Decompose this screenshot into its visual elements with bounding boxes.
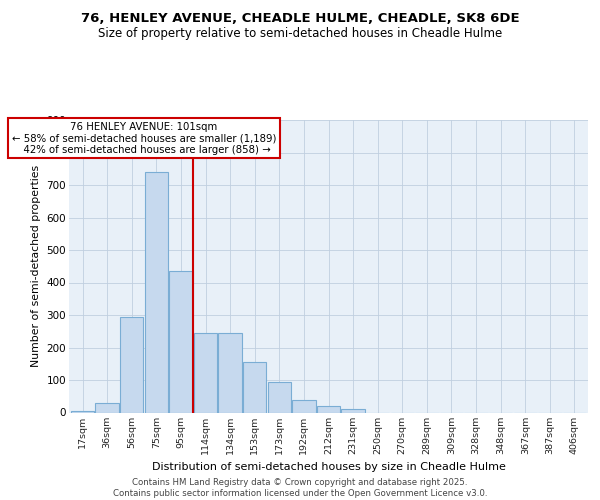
Bar <box>145 172 168 412</box>
Bar <box>218 333 242 412</box>
Bar <box>194 333 217 412</box>
Text: Contains HM Land Registry data © Crown copyright and database right 2025.
Contai: Contains HM Land Registry data © Crown c… <box>113 478 487 498</box>
Bar <box>292 400 316 412</box>
Text: 76 HENLEY AVENUE: 101sqm
← 58% of semi-detached houses are smaller (1,189)
  42%: 76 HENLEY AVENUE: 101sqm ← 58% of semi-d… <box>12 122 276 155</box>
Bar <box>341 409 365 412</box>
Bar <box>317 406 340 412</box>
Bar <box>120 316 143 412</box>
X-axis label: Distribution of semi-detached houses by size in Cheadle Hulme: Distribution of semi-detached houses by … <box>152 462 505 472</box>
Y-axis label: Number of semi-detached properties: Number of semi-detached properties <box>31 165 41 368</box>
Bar <box>71 411 94 412</box>
Bar <box>268 382 291 412</box>
Bar <box>169 271 193 412</box>
Text: 76 HENLEY AVENUE: 101sqm: 76 HENLEY AVENUE: 101sqm <box>11 122 179 132</box>
Text: 76, HENLEY AVENUE, CHEADLE HULME, CHEADLE, SK8 6DE: 76, HENLEY AVENUE, CHEADLE HULME, CHEADL… <box>80 12 520 26</box>
Text: Size of property relative to semi-detached houses in Cheadle Hulme: Size of property relative to semi-detach… <box>98 28 502 40</box>
Bar <box>95 403 119 412</box>
Bar <box>243 362 266 412</box>
